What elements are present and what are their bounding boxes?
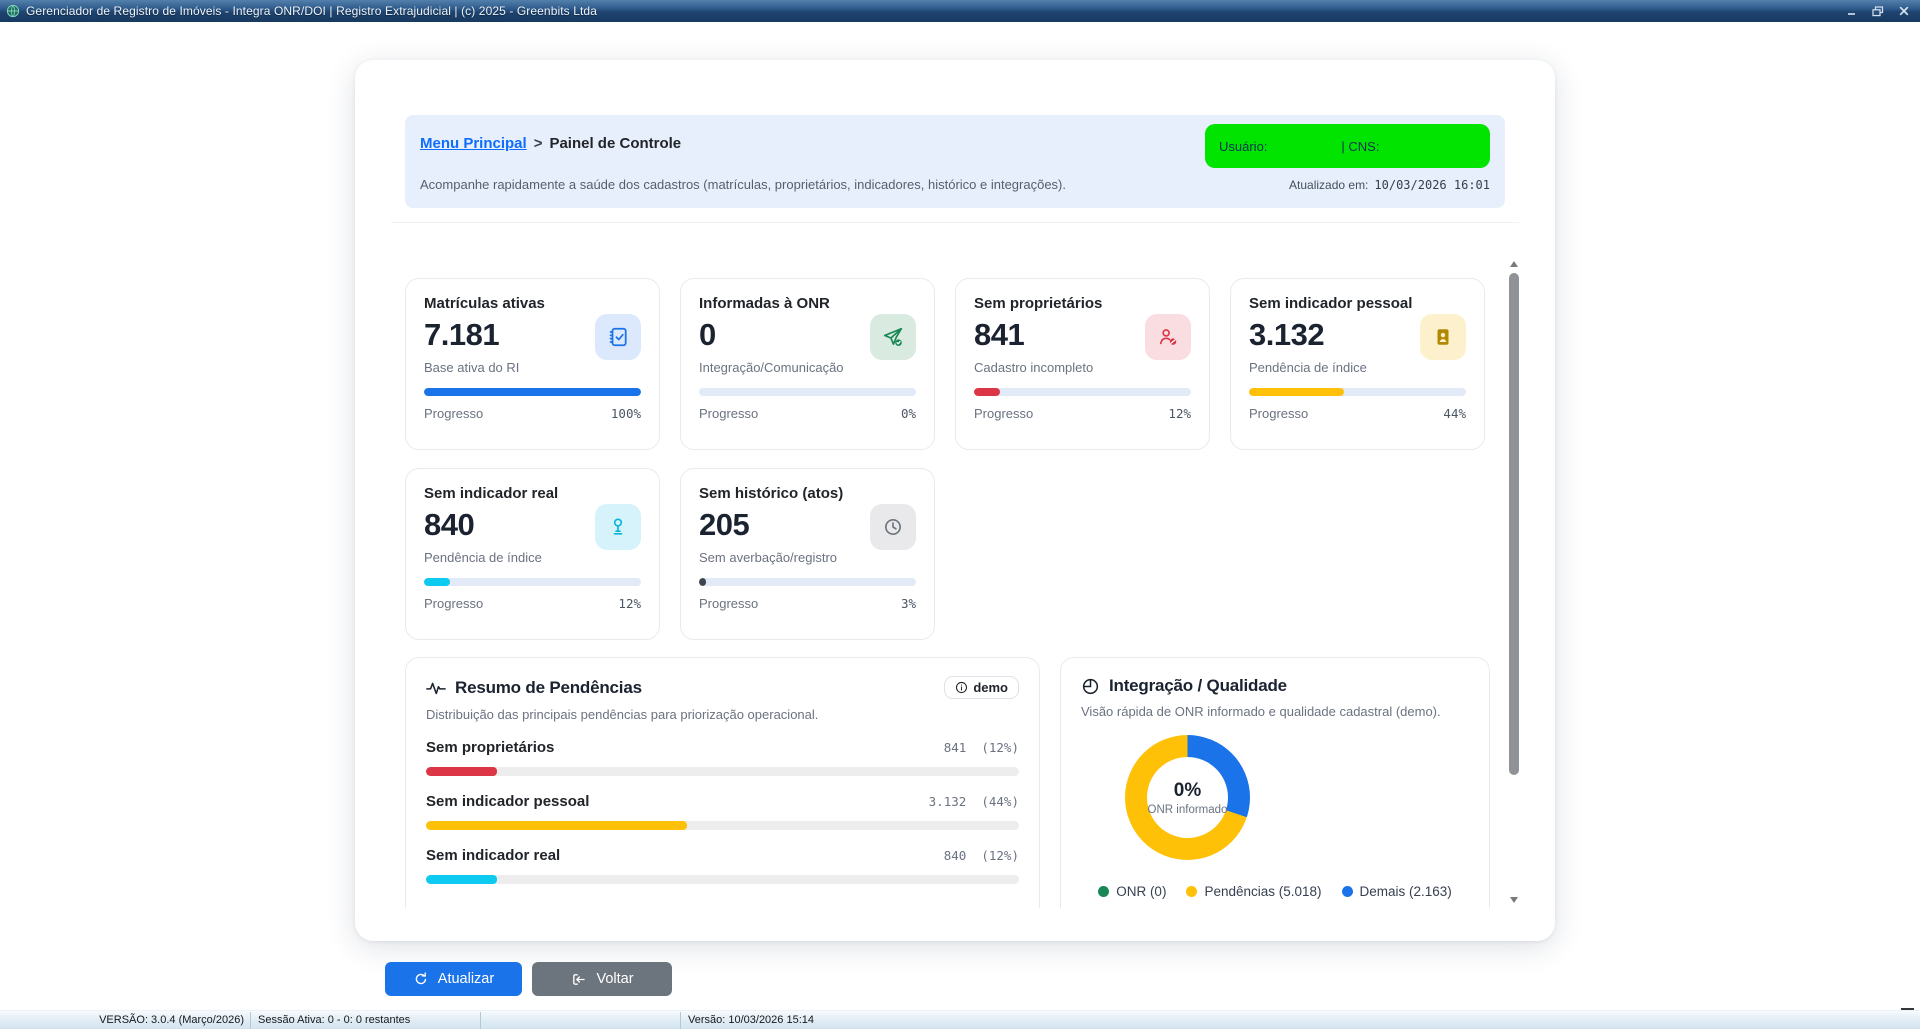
back-icon xyxy=(570,971,587,988)
stat-value: 0 xyxy=(699,317,716,352)
legend-item-onr: ONR (0) xyxy=(1098,884,1166,899)
scroll-up-icon[interactable] xyxy=(1510,261,1518,267)
stat-value: 205 xyxy=(699,507,750,542)
stat-card-sem-indicador-real: Sem indicador real 840 Pendência de índi… xyxy=(405,468,660,640)
close-icon[interactable] xyxy=(1896,4,1912,18)
donut-legend: ONR (0) Pendências (5.018) Demais (2.163… xyxy=(1081,884,1469,899)
stat-card-informadas-onr: Informadas à ONR 0 Integração/Comunicaçã… xyxy=(680,278,935,450)
refresh-icon xyxy=(413,971,429,987)
legend-item-demais: Demais (2.163) xyxy=(1341,884,1452,899)
progress-bar xyxy=(699,578,916,586)
updated-at-value: 10/03/2026 16:01 xyxy=(1374,178,1490,192)
progress-percent: 12% xyxy=(618,596,641,611)
stat-value: 3.132 xyxy=(1249,317,1325,352)
status-session: Sessão Ativa: 0 - 0: 0 restantes xyxy=(258,1014,411,1026)
quality-donut-area: 0% ONR informado xyxy=(1125,735,1250,860)
pie-chart-icon xyxy=(1081,677,1100,696)
cns-label: | CNS: xyxy=(1341,138,1380,154)
legend-dot xyxy=(1341,886,1353,897)
voltar-button[interactable]: Voltar xyxy=(532,962,672,996)
summary-title: Resumo de Pendências xyxy=(455,677,642,697)
page-title: Painel de Controle xyxy=(549,135,682,152)
status-version: VERSÃO: 3.0.4 (Março/2026) xyxy=(99,1014,244,1026)
progress-bar xyxy=(424,388,641,396)
breadcrumb: Menu Principal > Painel de Controle xyxy=(420,135,681,152)
summary-row: Sem indicador pessoal 3.132 (44%) xyxy=(426,793,1019,830)
progress-bar xyxy=(1249,388,1466,396)
app-globe-icon xyxy=(6,4,20,18)
progress-bar xyxy=(424,578,641,586)
progress-bar xyxy=(699,388,916,396)
status-bar: VERSÃO: 3.0.4 (Março/2026) Sessão Ativa:… xyxy=(0,1010,1920,1029)
stat-card-sem-indicador-pessoal: Sem indicador pessoal 3.132 Pendência de… xyxy=(1230,278,1485,450)
activity-icon xyxy=(426,681,446,695)
title-bar: Gerenciador de Registro de Imóveis - Int… xyxy=(0,0,1920,22)
atualizar-button[interactable]: Atualizar xyxy=(385,962,522,996)
summary-row: Sem proprietários 841 (12%) xyxy=(426,739,1019,776)
clock-icon xyxy=(870,504,916,550)
progress-bar xyxy=(974,388,1191,396)
person-vcard-icon xyxy=(1420,314,1466,360)
scroll-down-icon[interactable] xyxy=(1510,897,1518,903)
stat-card-matriculas-ativas: Matrículas ativas 7.181 Base ativa do RI… xyxy=(405,278,660,450)
legend-item-pendencias: Pendências (5.018) xyxy=(1186,884,1322,899)
restore-icon[interactable] xyxy=(1870,4,1886,18)
progress-percent: 3% xyxy=(900,596,916,611)
send-check-icon xyxy=(870,314,916,360)
summary-row: Sem indicador real 840 (12%) xyxy=(426,847,1019,884)
summary-bar xyxy=(426,875,1019,884)
info-circle-icon xyxy=(955,681,968,694)
stat-value: 841 xyxy=(974,317,1025,352)
summary-bar xyxy=(426,767,1019,776)
quality-subtitle: Visão rápida de ONR informado e qualidad… xyxy=(1081,704,1441,719)
progress-percent: 100% xyxy=(610,406,641,421)
user-label: Usuário: xyxy=(1219,138,1268,154)
updated-at: Atualizado em: 10/03/2026 16:01 xyxy=(1289,178,1490,192)
quality-title: Integração / Qualidade xyxy=(1109,676,1287,695)
window-title: Gerenciador de Registro de Imóveis - Int… xyxy=(26,4,597,18)
stat-card-sem-proprietarios: Sem proprietários 841 Cadastro incomplet… xyxy=(955,278,1210,450)
header-banner: Menu Principal > Painel de Controle Acom… xyxy=(405,115,1505,208)
user-badge: Usuário: | CNS: xyxy=(1205,124,1490,168)
banner-divider xyxy=(391,222,1519,223)
quality-panel: Integração / Qualidade Visão rápida de O… xyxy=(1060,657,1490,908)
legend-dot xyxy=(1098,886,1110,897)
vertical-scrollbar[interactable] xyxy=(1509,259,1519,907)
progress-percent: 44% xyxy=(1443,406,1466,421)
menu-principal-link[interactable]: Menu Principal xyxy=(420,135,527,152)
legend-dot xyxy=(1186,886,1198,897)
breadcrumb-separator: > xyxy=(533,135,543,152)
scrollbar-thumb[interactable] xyxy=(1509,273,1519,775)
stat-value: 7.181 xyxy=(424,317,500,352)
stat-card-sem-historico: Sem histórico (atos) 205 Sem averbação/r… xyxy=(680,468,935,640)
geo-pin-icon xyxy=(595,504,641,550)
status-build-date: Versão: 10/03/2026 15:14 xyxy=(688,1014,814,1026)
summary-panel: Resumo de Pendências demo Distribuição d… xyxy=(405,657,1040,908)
donut-center: 0% ONR informado xyxy=(1147,757,1228,838)
journal-check-icon xyxy=(595,314,641,360)
person-slash-icon xyxy=(1145,314,1191,360)
summary-subtitle: Distribuição das principais pendências p… xyxy=(426,707,819,722)
stat-value: 840 xyxy=(424,507,475,542)
demo-badge: demo xyxy=(944,676,1019,699)
progress-percent: 0% xyxy=(900,406,916,421)
dashboard-content: Matrículas ativas 7.181 Base ativa do RI… xyxy=(370,255,1510,908)
summary-bar xyxy=(426,821,1019,830)
minimize-icon[interactable] xyxy=(1844,4,1860,18)
progress-percent: 12% xyxy=(1168,406,1191,421)
page-subtitle: Acompanhe rapidamente a saúde dos cadast… xyxy=(420,177,1067,192)
